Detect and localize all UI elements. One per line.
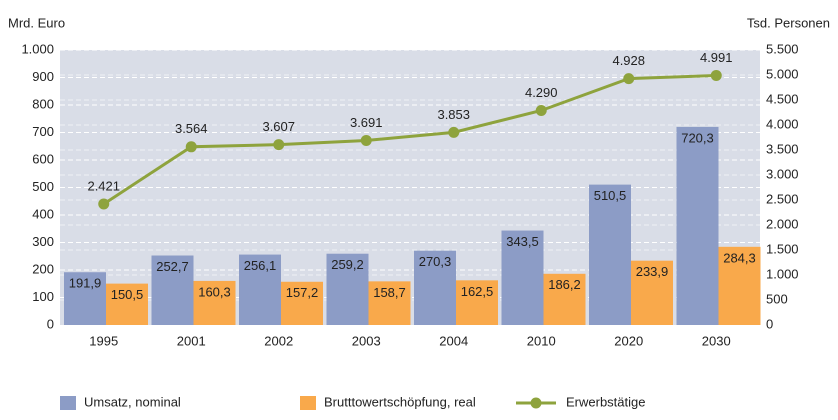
- bar: [64, 272, 106, 325]
- line-point: [623, 73, 635, 85]
- line-value-label: 2.421: [87, 178, 120, 193]
- bar: [326, 253, 369, 325]
- y-tick-label: 100: [32, 289, 54, 304]
- line-value-label: 3.564: [175, 121, 208, 136]
- y2-tick-label: 0: [766, 316, 773, 331]
- y-tick-label: 1.000: [21, 41, 54, 56]
- y-tick-label: 900: [32, 69, 54, 84]
- y2-axis-title: Tsd. Personen: [747, 15, 830, 30]
- line-value-label: 3.853: [437, 107, 470, 122]
- bar: [543, 273, 586, 325]
- bar: [281, 281, 323, 325]
- x-tick-label: 2030: [702, 333, 731, 348]
- legend-swatch: [530, 397, 542, 409]
- bar: [414, 250, 456, 325]
- line-point: [535, 105, 547, 116]
- bar-value-label: 160,3: [198, 284, 231, 299]
- bar: [368, 281, 411, 325]
- line-value-label: 4.991: [700, 50, 733, 65]
- x-tick-label: 2020: [614, 333, 643, 348]
- y-tick-label: 400: [32, 206, 54, 221]
- bar-value-label: 259,2: [331, 257, 364, 272]
- legend-swatch: [60, 396, 76, 410]
- bar-value-label: 157,2: [286, 285, 319, 300]
- bar-value-label: 284,3: [723, 250, 756, 265]
- bar-value-label: 186,2: [548, 277, 581, 292]
- bar: [456, 280, 498, 325]
- legend-swatch: [300, 396, 316, 410]
- bar-value-label: 510,5: [594, 188, 627, 203]
- y2-tick-label: 500: [766, 291, 788, 306]
- y-axis-title: Mrd. Euro: [8, 15, 65, 30]
- y2-tick-label: 2.500: [766, 191, 799, 206]
- bar-value-label: 162,5: [461, 284, 494, 299]
- line-value-label: 4.290: [525, 85, 558, 100]
- bar-value-label: 256,1: [244, 258, 277, 273]
- y2-tick-label: 1.000: [766, 266, 799, 281]
- line-point: [273, 139, 285, 151]
- y2-tick-label: 4.500: [766, 91, 799, 106]
- line-value-label: 3.691: [350, 115, 383, 130]
- bar-value-label: 191,9: [69, 276, 102, 291]
- bar: [193, 280, 236, 325]
- y2-tick-label: 3.000: [766, 166, 799, 181]
- bar-value-label: 158,7: [373, 285, 406, 300]
- y-tick-label: 800: [32, 96, 54, 111]
- y2-tick-label: 3.500: [766, 141, 799, 156]
- bar: [718, 246, 761, 325]
- bar-value-label: 720,3: [681, 130, 714, 145]
- legend-label: Umsatz, nominal: [84, 394, 181, 409]
- y-tick-label: 200: [32, 261, 54, 276]
- y-tick-label: 300: [32, 234, 54, 249]
- x-tick-label: 2001: [177, 333, 206, 348]
- x-tick-label: 2002: [264, 333, 293, 348]
- bar-value-label: 150,5: [111, 287, 144, 302]
- bar: [589, 184, 631, 325]
- x-tick-label: 2010: [527, 333, 556, 348]
- bar: [676, 126, 719, 325]
- bar: [106, 283, 148, 325]
- y-tick-label: 700: [32, 124, 54, 139]
- y2-tick-label: 4.000: [766, 116, 799, 131]
- y2-tick-label: 2.000: [766, 216, 799, 231]
- line: [102, 73, 717, 206]
- bar: [239, 254, 281, 325]
- bar-value-label: 233,9: [636, 264, 669, 279]
- line-value-label: 4.928: [612, 53, 645, 68]
- y-tick-label: 500: [32, 179, 54, 194]
- line-point: [448, 126, 460, 138]
- legend-label: Brutttowertschöpfung, real: [324, 394, 476, 409]
- y2-tick-label: 1.500: [766, 241, 799, 256]
- line-point: [710, 69, 722, 81]
- y-tick-label: 0: [47, 316, 54, 331]
- line-value-label: 3.607: [262, 119, 295, 134]
- line-point: [185, 141, 197, 153]
- line-point: [360, 134, 372, 146]
- y2-tick-label: 5.500: [766, 41, 799, 56]
- bar: [631, 260, 673, 325]
- bar-value-label: 343,5: [506, 234, 539, 249]
- x-tick-label: 2003: [352, 333, 381, 348]
- bar: [151, 255, 194, 325]
- x-tick-label: 2004: [439, 333, 468, 348]
- bar: [501, 230, 544, 325]
- y2-tick-label: 5.000: [766, 66, 799, 81]
- bar-value-label: 252,7: [156, 259, 189, 274]
- bar-value-label: 270,3: [419, 254, 452, 269]
- x-tick-label: 1995: [89, 333, 118, 348]
- y-tick-label: 600: [32, 151, 54, 166]
- line-point: [98, 198, 110, 210]
- legend-label: Erwerbstätige: [566, 394, 645, 409]
